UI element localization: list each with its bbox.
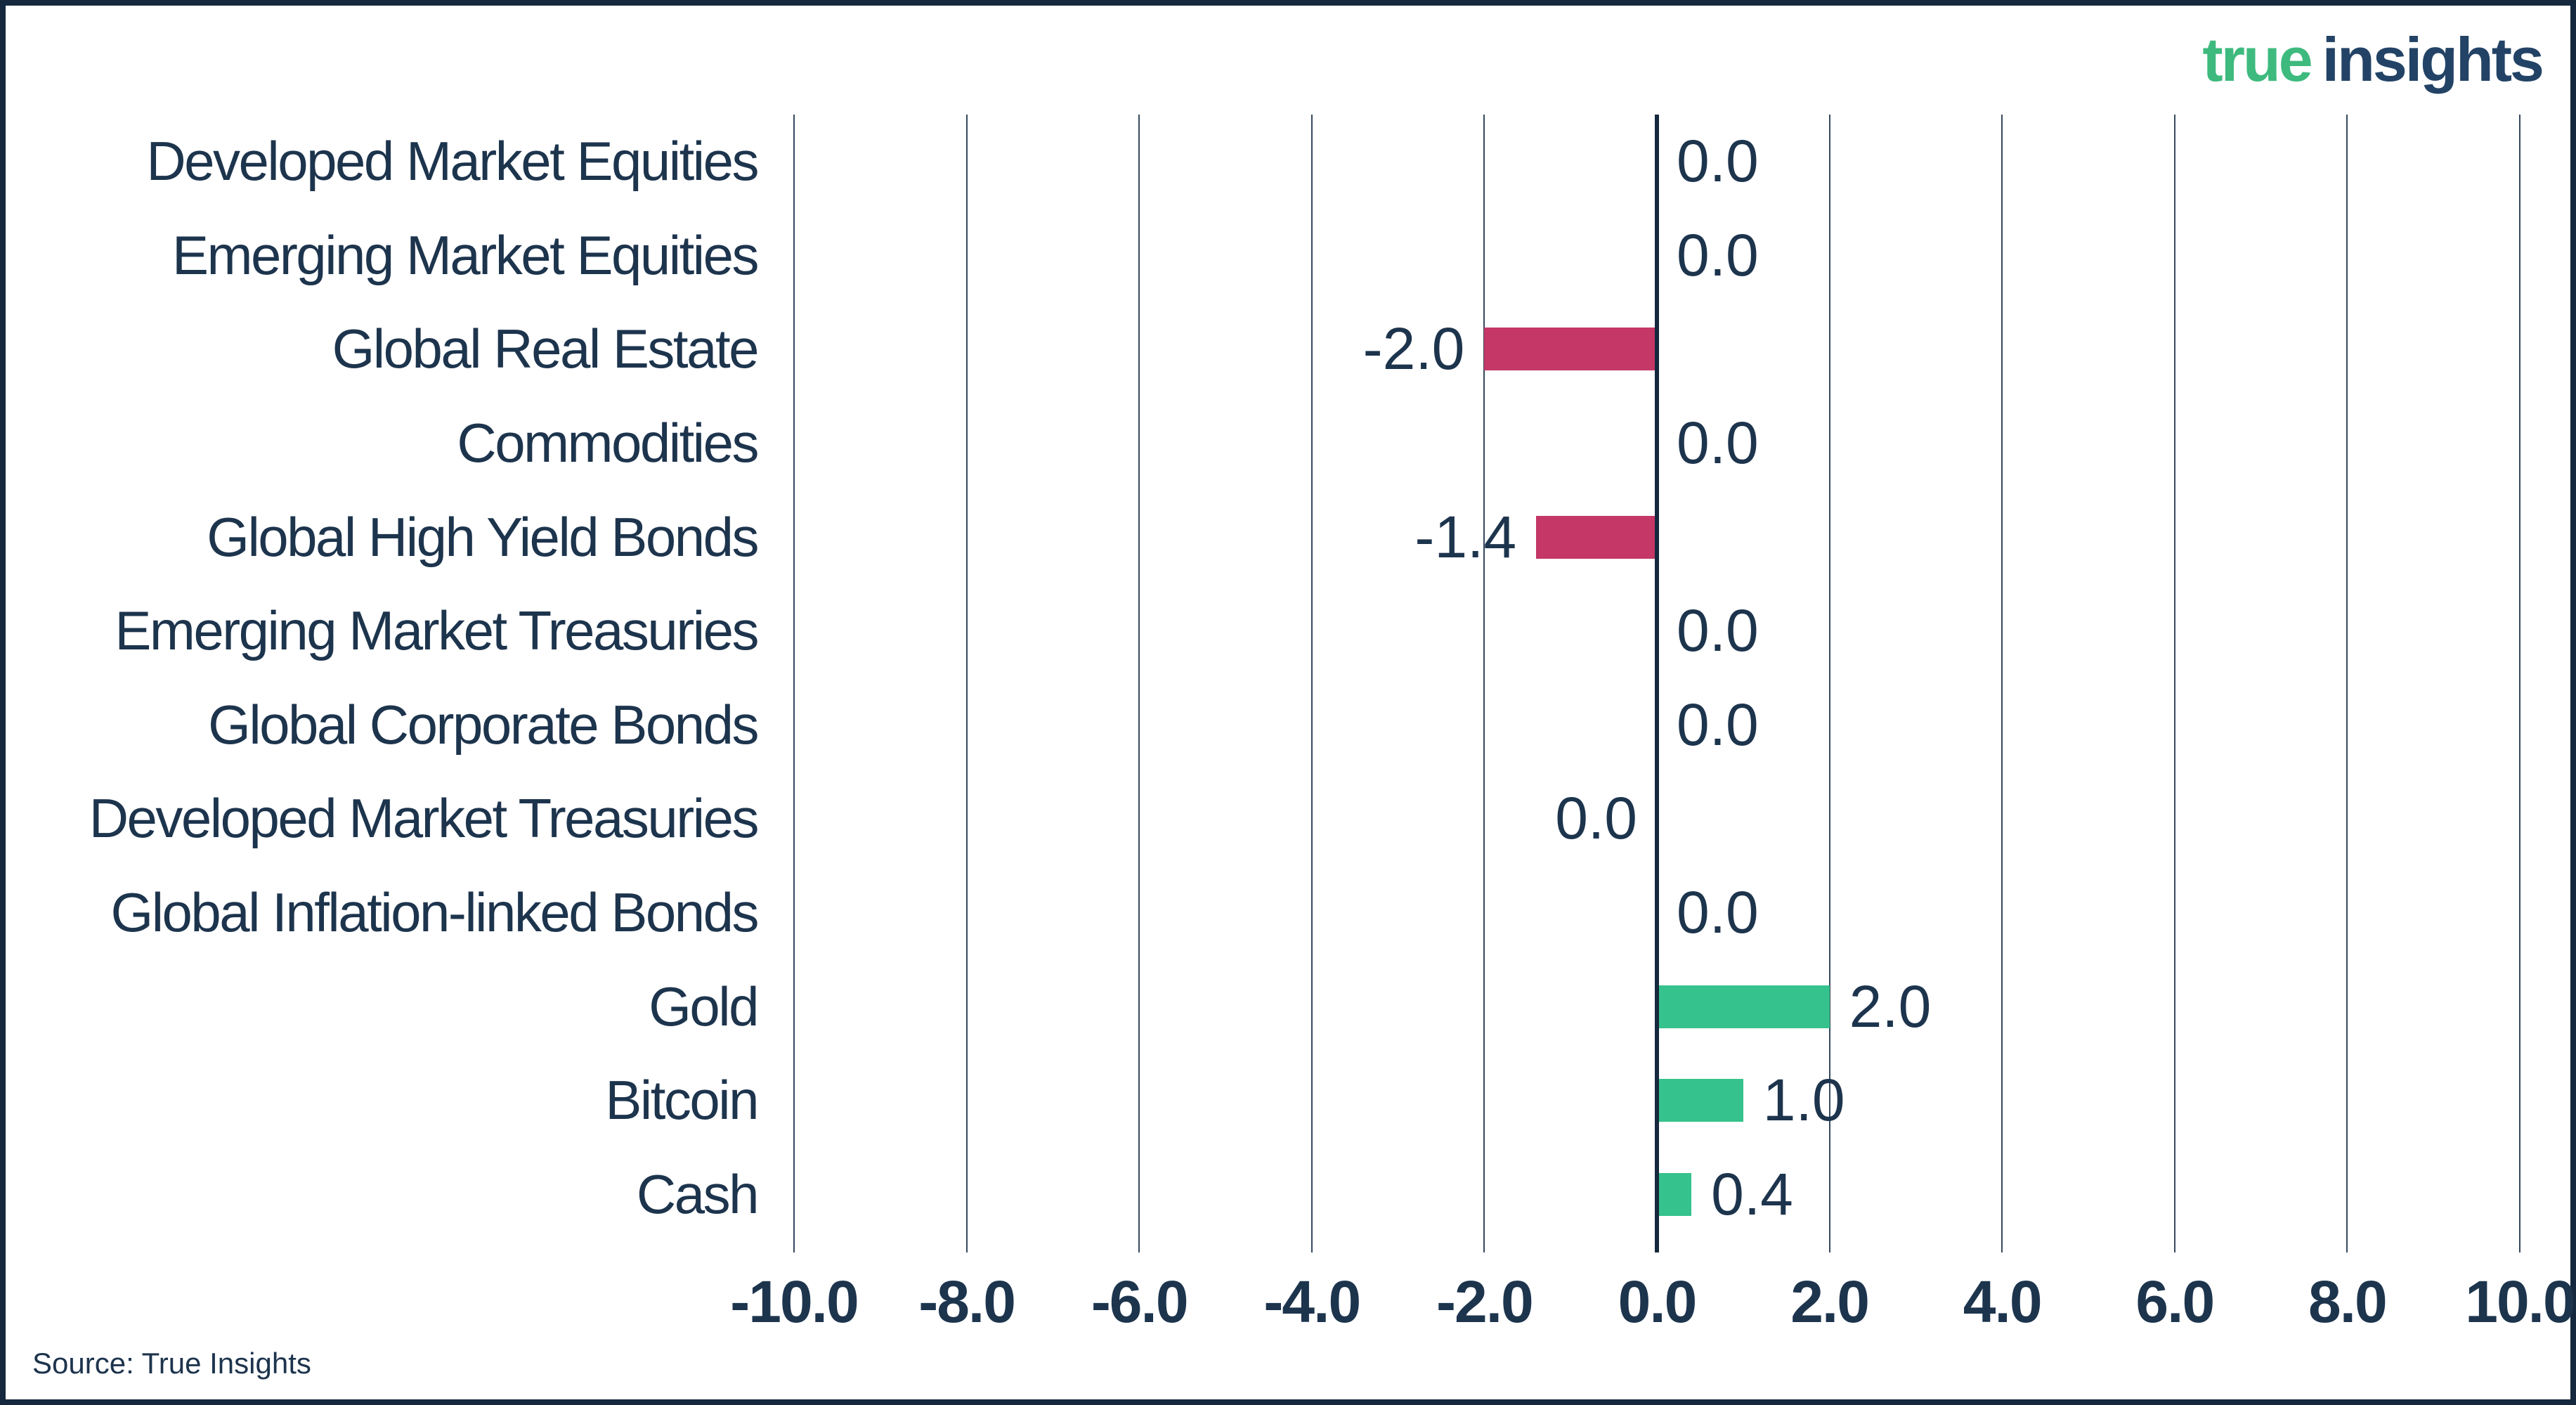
category-label: Emerging Market Equities (171, 224, 760, 286)
value-label: 0.0 (1677, 691, 1759, 758)
x-tick-label: -6.0 (1091, 1269, 1189, 1335)
gridline (2519, 115, 2520, 1252)
value-label: 0.0 (1555, 785, 1637, 852)
value-label: 2.0 (1849, 973, 1932, 1040)
category-label: Commodities (457, 412, 759, 474)
gridline (2173, 115, 2175, 1252)
gridline (1138, 115, 1140, 1252)
gridline (1483, 115, 1485, 1252)
category-label: Cash (636, 1163, 760, 1225)
x-tick-label: 8.0 (2308, 1269, 2388, 1335)
x-axis: -10.0 -8.0 -6.0 -4.0 -2.0 0.0 2.0 4.0 6.0 8.0 10.0 (730, 1268, 2575, 1345)
positive-bar (1657, 1079, 1743, 1122)
plot-area: 0.0 0.0 -2.0 0.0 -1.4 0.0 0.0 0.0 0.0 2.0 1.0 0.4 (793, 115, 2520, 1252)
x-tick-label: -4.0 (1263, 1269, 1361, 1335)
category-axis: Developed Market Equities Emerging Market… (15, 115, 760, 1241)
zero-axis-line (1655, 115, 1659, 1252)
gridline (2001, 115, 2003, 1252)
category-label: Emerging Market Treasuries (115, 600, 759, 662)
value-label: -1.4 (1414, 503, 1517, 570)
value-label: 1.0 (1762, 1067, 1845, 1134)
x-tick-label: 2.0 (1790, 1269, 1870, 1335)
gridline (1828, 115, 1830, 1252)
logo-word-insights: insights (2322, 25, 2544, 94)
gridline (1310, 115, 1313, 1252)
category-label: Developed Market Treasuries (89, 787, 760, 850)
x-tick-label: 0.0 (1618, 1269, 1698, 1335)
value-label: 0.4 (1711, 1160, 1793, 1227)
logo-word-true: true (2202, 25, 2312, 94)
positive-bar (1657, 1172, 1692, 1216)
value-label: 0.0 (1677, 221, 1759, 288)
value-label: 0.0 (1677, 410, 1759, 477)
category-label: Bitcoin (605, 1069, 759, 1132)
true-insights-logo: true insights (2202, 24, 2544, 96)
value-label: 0.0 (1677, 597, 1759, 664)
category-label: Global High Yield Bonds (207, 505, 759, 568)
category-label: Global Corporate Bonds (208, 693, 759, 756)
x-tick-label: 4.0 (1963, 1269, 2043, 1335)
category-label: Gold (649, 975, 759, 1037)
x-tick-label: -2.0 (1436, 1269, 1534, 1335)
positive-bar (1657, 985, 1830, 1028)
x-tick-label: 6.0 (2135, 1269, 2215, 1335)
negative-bar (1484, 328, 1657, 371)
category-label: Developed Market Equities (146, 130, 759, 193)
gridline (965, 115, 968, 1252)
value-label: -2.0 (1362, 316, 1465, 382)
gridline (793, 115, 795, 1252)
x-tick-label: -10.0 (730, 1269, 859, 1335)
negative-bar (1536, 515, 1657, 559)
x-tick-label: 10.0 (2465, 1269, 2575, 1335)
gridline (2346, 115, 2348, 1252)
category-label: Global Inflation-linked Bonds (110, 881, 760, 943)
category-label: Global Real Estate (332, 318, 760, 380)
value-label: 0.0 (1677, 128, 1759, 195)
value-label: 0.0 (1677, 879, 1759, 945)
x-tick-label: -8.0 (918, 1269, 1016, 1335)
source-note: Source: True Insights (32, 1347, 311, 1380)
